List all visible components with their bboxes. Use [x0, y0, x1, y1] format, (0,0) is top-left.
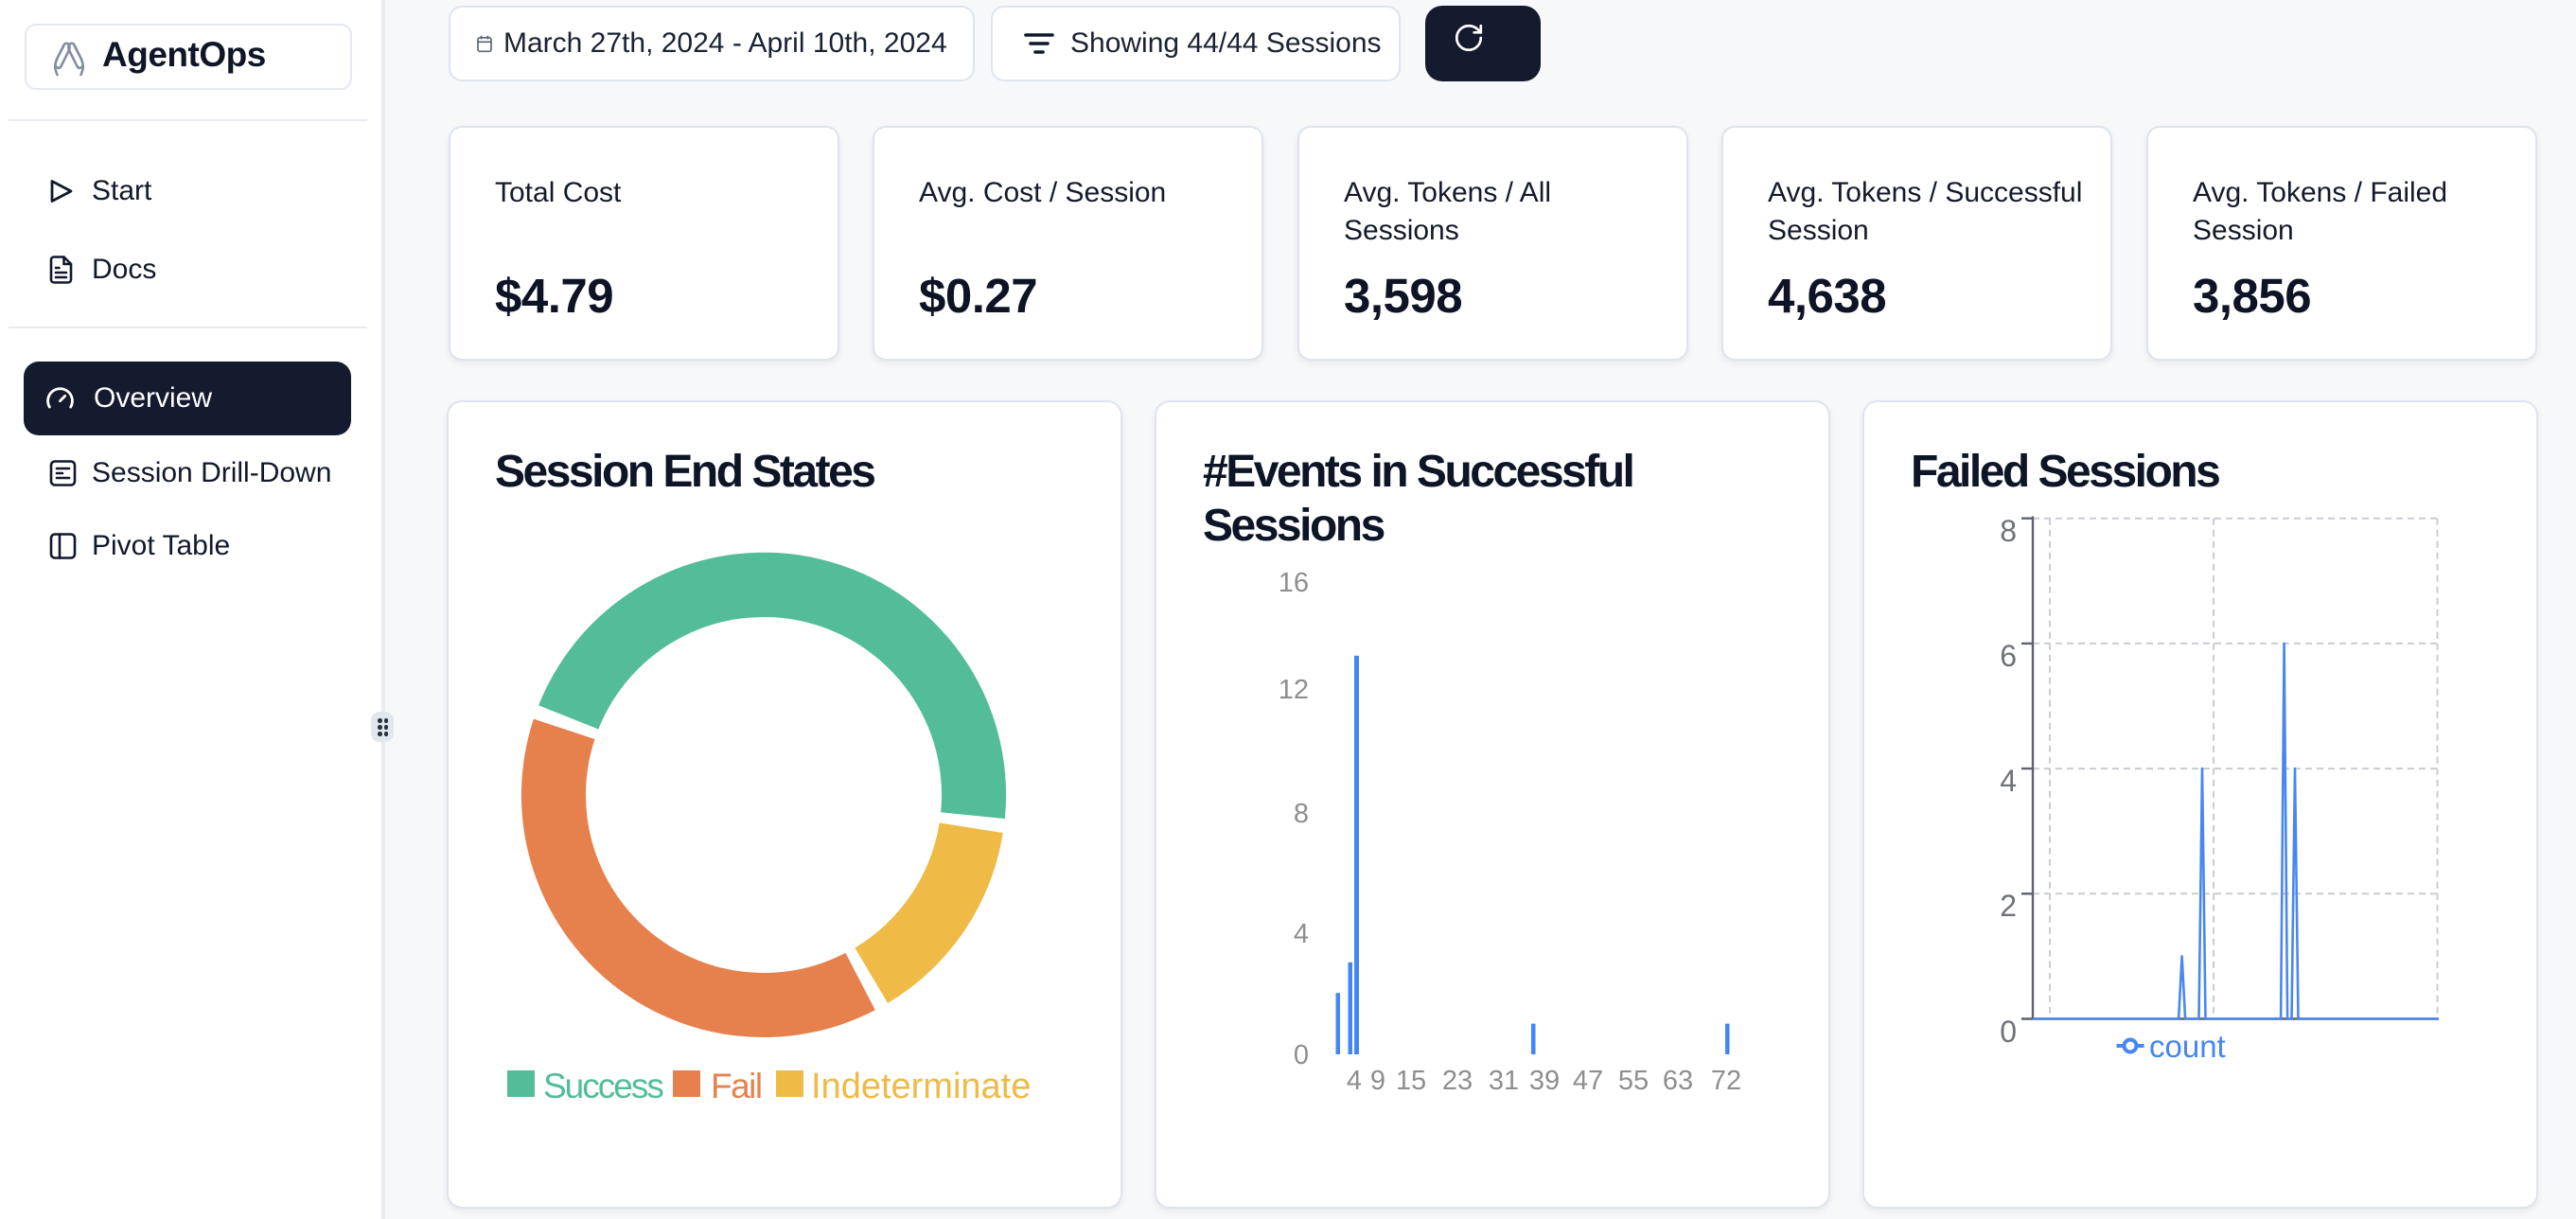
svg-text:72: 72: [1711, 1066, 1741, 1096]
svg-text:4: 4: [2000, 764, 2017, 798]
svg-text:4: 4: [1347, 1066, 1362, 1096]
svg-text:47: 47: [1573, 1066, 1603, 1096]
svg-text:9: 9: [1370, 1066, 1385, 1096]
svg-text:23: 23: [1442, 1066, 1473, 1096]
svg-text:55: 55: [1618, 1066, 1649, 1096]
svg-text:63: 63: [1663, 1066, 1693, 1096]
svg-text:Fail: Fail: [711, 1067, 762, 1105]
svg-text:4: 4: [1294, 919, 1309, 949]
svg-text:Indeterminate: Indeterminate: [811, 1067, 1031, 1106]
svg-text:12: 12: [1279, 675, 1309, 705]
svg-text:2: 2: [2000, 889, 2017, 923]
svg-text:39: 39: [1529, 1066, 1560, 1096]
svg-text:count: count: [2149, 1029, 2226, 1064]
svg-text:0: 0: [1294, 1040, 1309, 1070]
svg-text:0: 0: [2000, 1015, 2017, 1049]
svg-text:Success: Success: [543, 1067, 663, 1105]
svg-text:31: 31: [1489, 1066, 1519, 1096]
svg-text:15: 15: [1396, 1066, 1426, 1096]
svg-text:8: 8: [1294, 799, 1309, 829]
svg-text:8: 8: [2000, 514, 2017, 548]
svg-text:16: 16: [1279, 568, 1309, 598]
svg-text:6: 6: [2000, 639, 2017, 673]
